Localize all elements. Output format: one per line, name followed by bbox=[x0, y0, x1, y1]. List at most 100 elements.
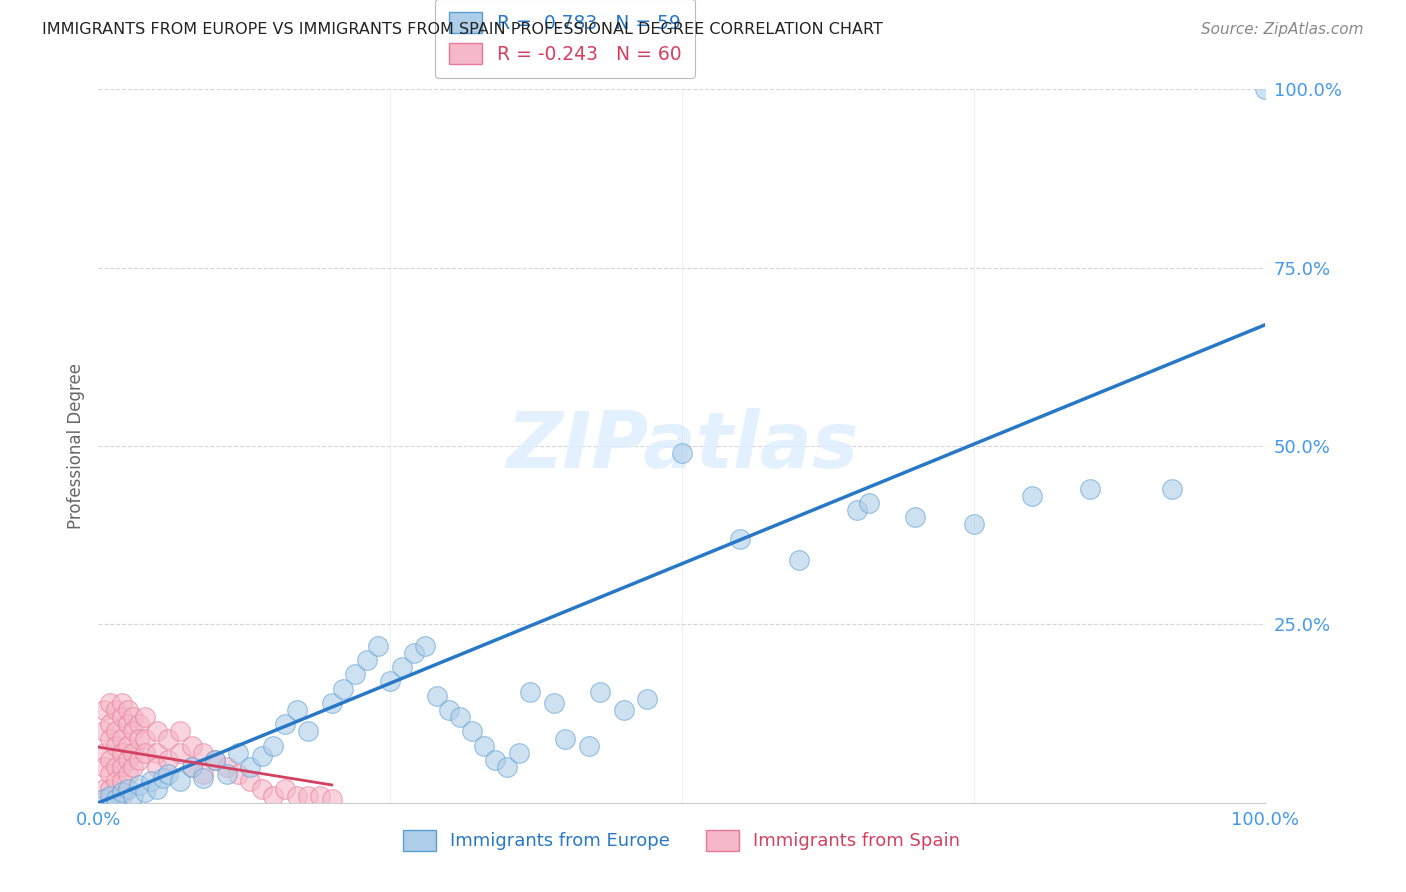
Point bbox=[93, 760, 115, 774]
Point bbox=[128, 753, 150, 767]
Point bbox=[228, 746, 250, 760]
Point bbox=[321, 792, 343, 806]
Point bbox=[962, 517, 984, 532]
Point bbox=[111, 696, 134, 710]
Point bbox=[356, 653, 378, 667]
Point bbox=[636, 692, 658, 706]
Point bbox=[98, 696, 121, 710]
Point bbox=[472, 739, 495, 753]
Point bbox=[111, 785, 134, 799]
Point bbox=[93, 724, 115, 739]
Point bbox=[134, 710, 156, 724]
Point bbox=[437, 703, 460, 717]
Point bbox=[157, 753, 180, 767]
Point bbox=[250, 781, 273, 796]
Point bbox=[104, 760, 127, 774]
Point bbox=[98, 731, 121, 746]
Point bbox=[274, 781, 297, 796]
Point bbox=[1161, 482, 1184, 496]
Point bbox=[426, 689, 449, 703]
Point bbox=[262, 789, 284, 803]
Point bbox=[111, 760, 134, 774]
Point bbox=[117, 739, 139, 753]
Text: IMMIGRANTS FROM EUROPE VS IMMIGRANTS FROM SPAIN PROFESSIONAL DEGREE CORRELATION : IMMIGRANTS FROM EUROPE VS IMMIGRANTS FRO… bbox=[42, 22, 883, 37]
Point bbox=[146, 781, 169, 796]
Point bbox=[139, 774, 162, 789]
Point bbox=[730, 532, 752, 546]
Point bbox=[157, 767, 180, 781]
Point bbox=[262, 739, 284, 753]
Point bbox=[134, 746, 156, 760]
Point bbox=[128, 731, 150, 746]
Point bbox=[117, 767, 139, 781]
Point bbox=[578, 739, 600, 753]
Point bbox=[122, 724, 145, 739]
Point bbox=[858, 496, 880, 510]
Point bbox=[180, 760, 202, 774]
Point bbox=[104, 739, 127, 753]
Point bbox=[93, 792, 115, 806]
Point bbox=[104, 724, 127, 739]
Point bbox=[297, 724, 319, 739]
Point bbox=[122, 710, 145, 724]
Point bbox=[98, 781, 121, 796]
Legend: Immigrants from Europe, Immigrants from Spain: Immigrants from Europe, Immigrants from … bbox=[396, 822, 967, 858]
Point bbox=[484, 753, 506, 767]
Point bbox=[239, 774, 262, 789]
Text: ZIPatlas: ZIPatlas bbox=[506, 408, 858, 484]
Point bbox=[180, 760, 202, 774]
Point bbox=[98, 789, 121, 803]
Point bbox=[146, 724, 169, 739]
Point bbox=[215, 767, 238, 781]
Point bbox=[104, 774, 127, 789]
Point bbox=[297, 789, 319, 803]
Point bbox=[309, 789, 332, 803]
Y-axis label: Professional Degree: Professional Degree bbox=[66, 363, 84, 529]
Point bbox=[134, 731, 156, 746]
Point bbox=[93, 703, 115, 717]
Point bbox=[111, 731, 134, 746]
Point bbox=[204, 753, 226, 767]
Point bbox=[104, 703, 127, 717]
Point bbox=[128, 778, 150, 792]
Point bbox=[193, 767, 215, 781]
Point bbox=[193, 746, 215, 760]
Point bbox=[146, 760, 169, 774]
Point bbox=[98, 767, 121, 781]
Point bbox=[204, 753, 226, 767]
Point bbox=[122, 746, 145, 760]
Point bbox=[117, 753, 139, 767]
Point bbox=[391, 660, 413, 674]
Point bbox=[152, 771, 174, 785]
Point bbox=[321, 696, 343, 710]
Point bbox=[111, 710, 134, 724]
Point bbox=[98, 753, 121, 767]
Point bbox=[413, 639, 436, 653]
Point bbox=[134, 785, 156, 799]
Point bbox=[671, 446, 693, 460]
Point bbox=[111, 746, 134, 760]
Point bbox=[380, 674, 402, 689]
Point bbox=[285, 703, 308, 717]
Point bbox=[157, 731, 180, 746]
Point bbox=[239, 760, 262, 774]
Point bbox=[122, 789, 145, 803]
Point bbox=[285, 789, 308, 803]
Point bbox=[508, 746, 530, 760]
Point bbox=[180, 739, 202, 753]
Point bbox=[846, 503, 869, 517]
Point bbox=[98, 717, 121, 731]
Point bbox=[344, 667, 367, 681]
Point bbox=[589, 685, 612, 699]
Point bbox=[215, 760, 238, 774]
Point bbox=[93, 746, 115, 760]
Point bbox=[787, 553, 810, 567]
Point bbox=[332, 681, 354, 696]
Point bbox=[111, 774, 134, 789]
Point bbox=[449, 710, 471, 724]
Point bbox=[169, 774, 191, 789]
Point bbox=[904, 510, 927, 524]
Point bbox=[117, 703, 139, 717]
Point bbox=[274, 717, 297, 731]
Point bbox=[146, 746, 169, 760]
